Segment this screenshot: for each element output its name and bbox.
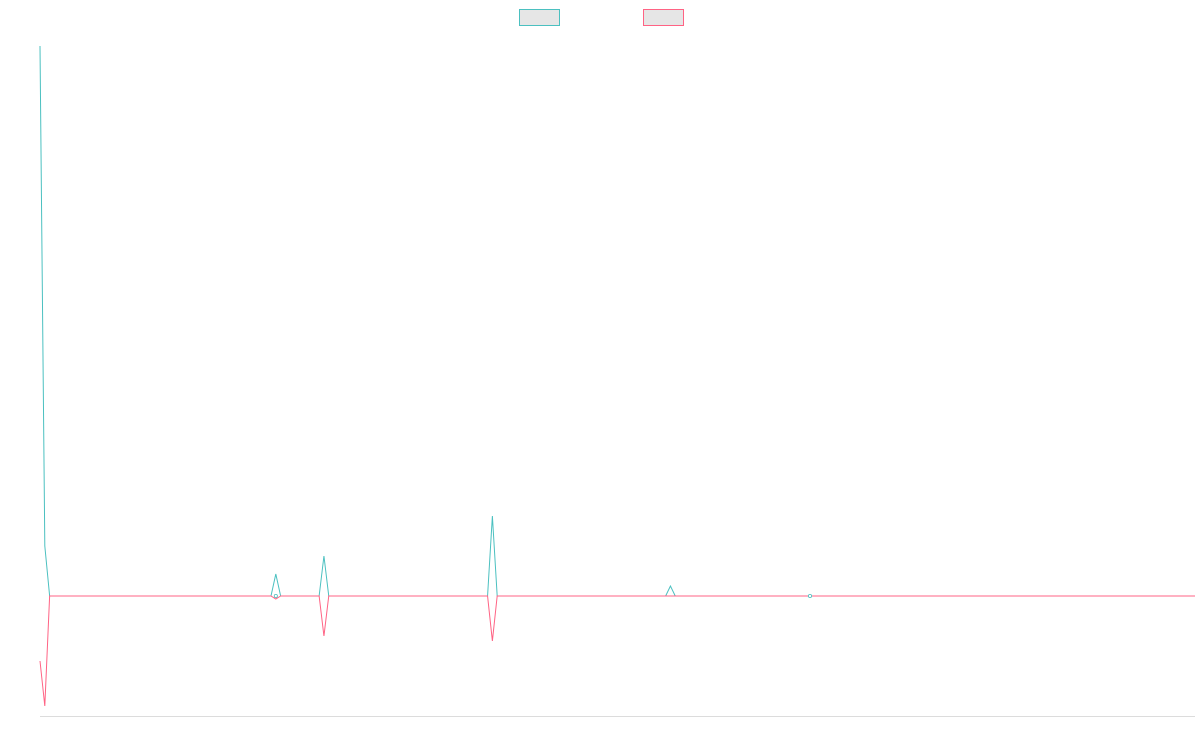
series-line-1 [39,45,1195,597]
legend-swatch-series-1[interactable] [519,9,560,26]
legend-swatch-series-2[interactable] [643,9,684,26]
data-point-marker[interactable] [808,594,813,599]
series-line-2 [39,595,1195,707]
legend [519,9,684,26]
data-point-marker[interactable] [273,594,278,599]
